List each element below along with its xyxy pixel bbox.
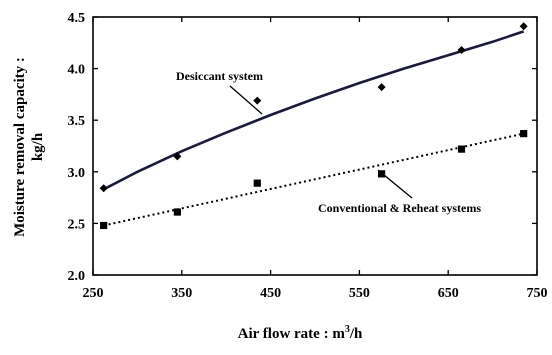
x-tick-label: 750 [527,286,548,301]
series-1-point [100,221,108,230]
annotation-desiccant: Desiccant system [176,69,263,83]
y-tick-label: 4.0 [68,63,86,78]
series-0-point [377,83,386,92]
axes: 250 350 450 550 650 750 2.0 2.5 3.0 3.5 4.0 4.5 [68,11,548,301]
series-0-point [173,152,182,161]
axis-titles: Air flow rate : m3/h Moisture removal ca… [12,57,363,342]
series-0-point [99,184,108,193]
y-axis-title-line2: kg/h [30,132,46,161]
annotation-desiccant-leader [229,85,263,115]
plot-frame [92,16,538,276]
x-tick-label: 550 [349,286,370,301]
series-1-point [253,179,261,187]
y-tick-label: 4.5 [68,11,86,26]
y-tick-label: 3.5 [68,114,86,129]
series-0-point [519,22,528,31]
y-tick-label: 2.5 [68,217,86,232]
series-0-line [103,30,525,191]
series-0-point [253,96,262,105]
series-1-point [378,170,386,178]
annotation-conventional-leader [377,169,413,199]
series-1-line [103,132,524,227]
x-tick-label: 650 [438,286,459,301]
series-1-point [173,208,181,216]
x-tick-label: 250 [83,286,104,301]
x-tick-label: 450 [260,286,281,301]
annotation-conventional: Conventional & Reheat systems [318,201,481,215]
y-axis-title-line1: Moisture removal capacity : [12,57,28,237]
series-1-point [520,130,528,138]
annotation-layer: Desiccant system Conventional & Reheat s… [176,69,481,215]
series-0-point [457,46,466,55]
x-axis-title: Air flow rate : m3/h [238,324,363,342]
series-layer [99,22,528,230]
series-1-point [457,145,466,153]
x-tick-label: 350 [171,286,192,301]
y-tick-label: 2.0 [68,269,86,284]
y-tick-label: 3.0 [68,166,86,181]
